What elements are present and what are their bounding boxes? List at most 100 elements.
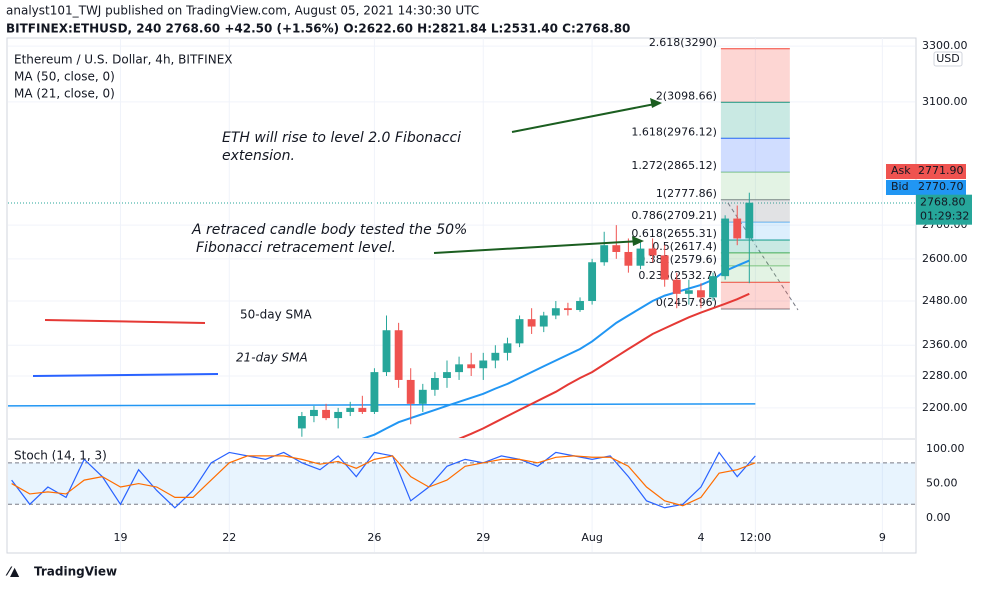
candle-body [394,330,403,380]
candle-body [297,416,306,429]
header-line-1: analyst101_TWJ published on TradingView.… [6,4,479,18]
overlay: 3300.003100.002700.002600.002480.002360.… [113,39,972,544]
candle-body [467,364,476,369]
candle-body [322,409,330,419]
y-tick-label: 2360.00 [922,338,968,351]
fib-label: 0.5(2617.4) [652,240,717,253]
candle-body [443,372,451,378]
fib-label: 1.618(2976.12) [631,125,717,138]
fib-label: 0(2457.96) [656,296,717,309]
annotation: Fibonacci retracement level. [196,240,396,256]
candle-body [697,290,705,298]
candle-body [733,218,742,239]
candle-body [370,372,379,412]
badge-value: 2770.70 [918,180,964,193]
fib-label: 1.272(2865.12) [631,159,717,172]
y-tick-label: 0.00 [926,511,951,524]
arrowhead [632,236,644,246]
footer-logo: TradingView [34,565,117,579]
arrow [433,240,641,254]
x-tick-label: 26 [367,531,381,544]
last-price-badge [916,194,972,225]
fib-zone [720,138,790,173]
y-tick-label: 2200.00 [922,401,968,414]
badge-value: 2771.90 [918,164,964,177]
fib-label: 0.618(2655.31) [631,227,717,240]
fib-label: 0.382(2579.6) [638,253,717,266]
badge [886,180,966,195]
annotation: 50-day SMA [240,308,312,322]
candle-body [636,248,645,266]
candle-body [709,276,717,298]
candle-body [310,409,318,417]
x-tick-label: 12:00 [740,531,772,544]
series-line [11,451,756,509]
candle-body [648,248,657,256]
candle-body [672,279,681,294]
candle-body [721,218,730,277]
fib-zone [720,102,790,139]
candle-body [576,300,584,311]
x-tick-label: 22 [222,531,236,544]
candle-body [430,377,439,390]
fib-label: 2.618(3290) [649,36,717,49]
legend-ma50: MA (50, close, 0) [14,70,115,84]
x-tick-label: 9 [879,531,886,544]
x-tick-label: Aug [581,531,602,544]
badge [886,164,966,179]
sma-legend-line [32,373,219,377]
y-tick-label: 2280.00 [922,369,968,382]
currency: USD [936,52,960,65]
currency-box [933,51,963,67]
candle-body [684,290,693,294]
y-tick-label: 2480.00 [922,294,968,307]
series-line [458,292,750,438]
fib-label: 0.786(2709.21) [631,209,717,222]
y-tick-label: 3100.00 [922,95,968,108]
fib-zone [720,265,790,283]
candle-body [612,245,621,252]
last-price: 2768.80 [920,196,966,209]
arrowhead [650,98,662,108]
candle-body [563,308,572,311]
y-tick-label: 100.00 [926,442,965,455]
candle-body [479,360,488,369]
legend-ma21: MA (21, close, 0) [14,87,115,101]
chart-frame [6,37,917,554]
countdown: 01:29:32 [920,210,969,223]
candle-body [346,407,355,412]
fib-zone [720,240,790,253]
candle-body [334,411,343,419]
annotation: extension. [222,148,295,164]
candle-body [406,379,415,404]
fib-zone [720,199,790,223]
candle-body [588,262,597,301]
candle-body [503,343,512,353]
candle-body [745,202,754,239]
x-tick-label: 29 [476,531,490,544]
fib-zone [720,282,790,309]
y-tick-label: 50.00 [926,477,958,490]
y-tick-label: 2600.00 [922,252,968,265]
candle-body [455,364,463,373]
fib-zone [720,172,790,200]
chart-title: Ethereum / U.S. Dollar, 4h, BITFINEX [14,53,233,67]
y-tick-label: 3300.00 [922,39,968,52]
fib-zone [720,48,790,103]
annotation: A retraced candle body tested the 50% [191,222,467,238]
fib-zone [720,252,790,266]
sma-legend-line [44,319,206,324]
stoch-pane [8,440,915,552]
candle-body [491,352,500,361]
footer-logo-icon: ⁄▲ [5,565,20,579]
series-line [11,455,756,507]
badge-label: Ask [891,164,911,177]
price-pane: 0(2457.96) 0.236(2532.7) 0.382(2579.6)0.5(… [8,36,915,438]
badge-label: Bid [891,180,909,193]
candle-body [600,245,609,263]
fib-label: 2(3098.66) [656,89,717,102]
fib-zone [720,222,790,241]
trend-line [8,403,756,407]
candle-body [539,315,548,327]
